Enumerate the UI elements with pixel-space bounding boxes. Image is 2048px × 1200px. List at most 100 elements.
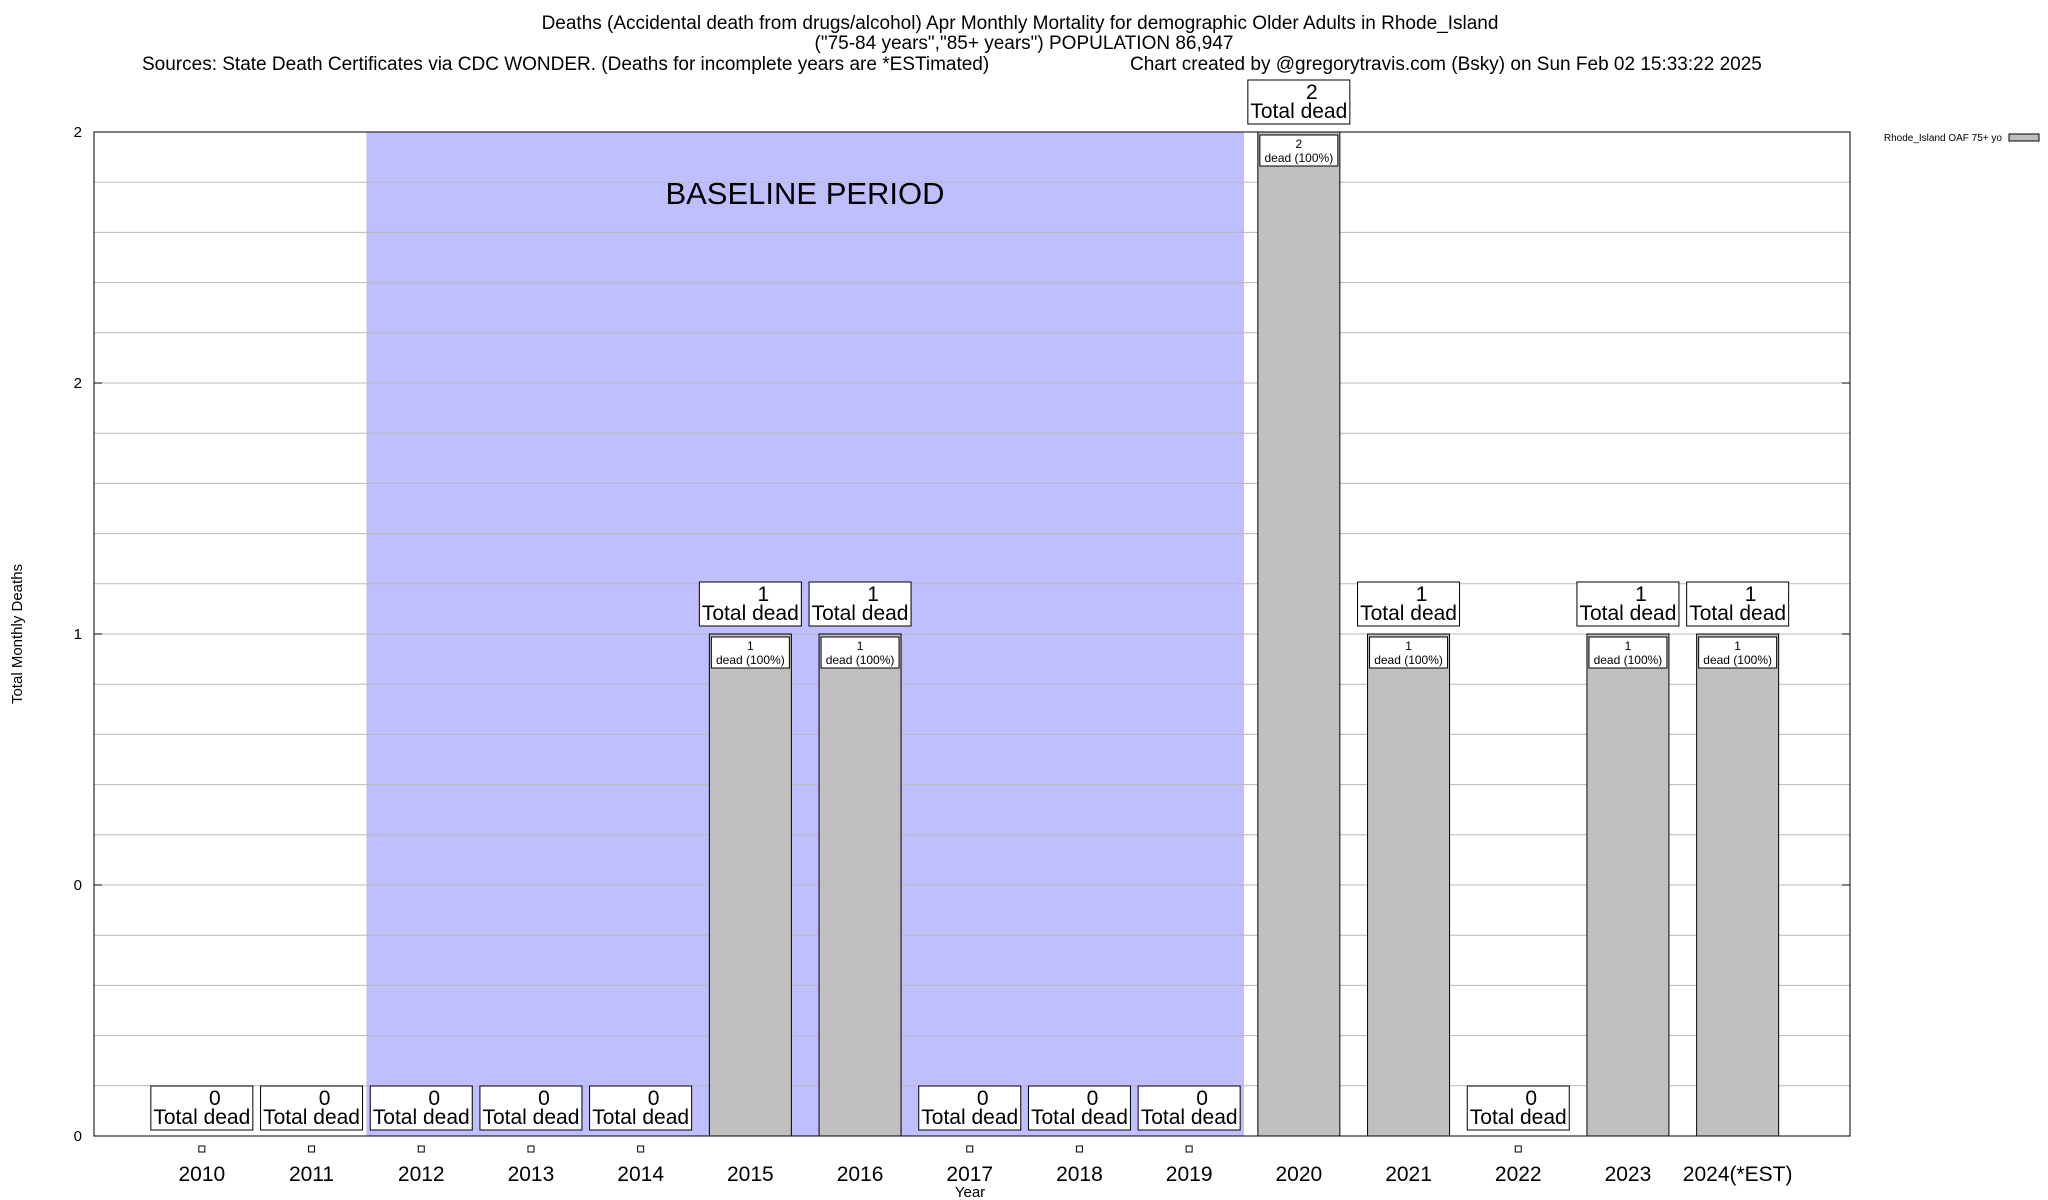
bar-inner-label-count: 1 — [747, 639, 754, 653]
bar — [708, 633, 792, 1137]
bar-inner-label-pct: dead (100%) — [1703, 653, 1772, 667]
x-tick-label: 2020 — [1275, 1163, 1322, 1186]
bar — [818, 633, 902, 1137]
total-label-count: 1 — [1635, 583, 1647, 606]
total-label-text: Total dead — [921, 1106, 1018, 1129]
x-tick-label: 2012 — [398, 1163, 445, 1186]
total-label-count: 0 — [428, 1087, 440, 1110]
total-label-box — [589, 1085, 693, 1131]
total-label-box — [918, 1085, 1022, 1131]
zero-marker — [637, 1145, 645, 1153]
x-axis-label: Year — [955, 1184, 985, 1200]
baseline-label: BASELINE PERIOD — [665, 176, 944, 211]
zero-marker — [417, 1145, 425, 1153]
x-tick-label: 2015 — [727, 1163, 774, 1186]
total-label-count: 0 — [319, 1087, 331, 1110]
total-label-text: Total dead — [263, 1106, 360, 1129]
bar — [1586, 633, 1670, 1137]
x-tick-label: 2013 — [508, 1163, 555, 1186]
total-label-text: Total dead — [1250, 100, 1347, 123]
total-label-text: Total dead — [1360, 602, 1457, 625]
total-label-box — [150, 1085, 254, 1131]
total-label-text: Total dead — [1031, 1106, 1128, 1129]
chart-title-line1: Deaths (Accidental death from drugs/alco… — [541, 13, 1499, 34]
bar-inner-label-box — [820, 636, 900, 669]
total-label-box — [1137, 1085, 1241, 1131]
x-tick-label: 2018 — [1056, 1163, 1103, 1186]
bar-inner-label-count: 1 — [857, 639, 864, 653]
total-label-text: Total dead — [812, 602, 909, 625]
y-tick-label: 2 — [74, 375, 82, 392]
total-label-box — [1466, 1085, 1570, 1131]
total-label-box — [1247, 79, 1351, 125]
total-label-count: 0 — [648, 1087, 660, 1110]
x-tick-label: 2019 — [1166, 1163, 1213, 1186]
total-label-text: Total dead — [1689, 602, 1786, 625]
bar-inner-label-box — [1259, 134, 1339, 167]
total-label-count: 0 — [1087, 1087, 1099, 1110]
total-label-count: 0 — [1196, 1087, 1208, 1110]
zero-marker — [308, 1145, 316, 1153]
zero-marker — [527, 1145, 535, 1153]
x-tick-label: 2017 — [946, 1163, 993, 1186]
total-label-count: 0 — [538, 1087, 550, 1110]
x-tick-label: 2016 — [837, 1163, 884, 1186]
total-label-count: 1 — [758, 583, 770, 606]
total-label-text: Total dead — [592, 1106, 689, 1129]
total-label-box — [808, 581, 912, 627]
y-tick-label: 1 — [74, 626, 82, 643]
bar-inner-label-pct: dead (100%) — [1374, 653, 1443, 667]
bar — [1367, 633, 1451, 1137]
total-label-count: 1 — [1745, 583, 1757, 606]
chart-source-note: Sources: State Death Certificates via CD… — [142, 54, 990, 75]
total-label-box — [369, 1085, 473, 1131]
total-label-text: Total dead — [153, 1106, 250, 1129]
x-tick-label: 2011 — [289, 1163, 334, 1186]
total-label-box — [260, 1085, 364, 1131]
total-label-box — [1357, 581, 1461, 627]
chart-title-line2: ("75-84 years","85+ years") POPULATION 8… — [814, 33, 1234, 54]
bar-inner-label-pct: dead (100%) — [716, 653, 785, 667]
zero-marker — [966, 1145, 974, 1153]
total-label-text: Total dead — [373, 1106, 470, 1129]
total-label-box — [698, 581, 802, 627]
bar-inner-label-pct: dead (100%) — [1594, 653, 1663, 667]
bar-inner-label-count: 2 — [1296, 137, 1303, 151]
total-label-count: 0 — [209, 1087, 221, 1110]
bar-inner-label-box — [710, 636, 790, 669]
total-label-box — [1576, 581, 1680, 627]
bar — [1696, 633, 1780, 1137]
y-tick-label: 0 — [74, 877, 82, 894]
bar-inner-label-box — [1369, 636, 1449, 669]
bar-inner-label-box — [1698, 636, 1778, 669]
chart-credit-note: Chart created by @gregorytravis.com (Bsk… — [1130, 54, 1762, 75]
legend-label: Rhode_Island OAF 75+ yo — [1884, 133, 2003, 144]
x-tick-label: 2021 — [1385, 1163, 1432, 1186]
x-tick-label: 2014 — [617, 1163, 664, 1186]
zero-marker — [1185, 1145, 1193, 1153]
bar — [1257, 131, 1341, 1137]
y-tick-label: 2 — [74, 124, 82, 141]
bar-inner-label-pct: dead (100%) — [826, 653, 895, 667]
total-label-count: 1 — [1416, 583, 1428, 606]
total-label-text: Total dead — [482, 1106, 579, 1129]
total-label-text: Total dead — [702, 602, 799, 625]
bar-inner-label-count: 1 — [1734, 639, 1741, 653]
bar-inner-label-pct: dead (100%) — [1264, 151, 1333, 165]
total-label-text: Total dead — [1579, 602, 1676, 625]
bar-inner-label-count: 1 — [1405, 639, 1412, 653]
y-axis-label: Total Monthly Deaths — [9, 564, 26, 704]
x-tick-label: 2010 — [178, 1163, 225, 1186]
legend-swatch — [2008, 133, 2040, 142]
total-label-text: Total dead — [1141, 1106, 1238, 1129]
x-tick-label: 2022 — [1495, 1163, 1542, 1186]
x-tick-label: 2023 — [1605, 1163, 1652, 1186]
total-label-box — [1027, 1085, 1131, 1131]
x-tick-label: 2024(*EST) — [1683, 1163, 1793, 1186]
bar-inner-label-box — [1588, 636, 1668, 669]
bar-inner-label-count: 1 — [1625, 639, 1632, 653]
zero-marker — [198, 1145, 206, 1153]
y-tick-label: 0 — [74, 1128, 82, 1145]
total-label-count: 1 — [867, 583, 879, 606]
